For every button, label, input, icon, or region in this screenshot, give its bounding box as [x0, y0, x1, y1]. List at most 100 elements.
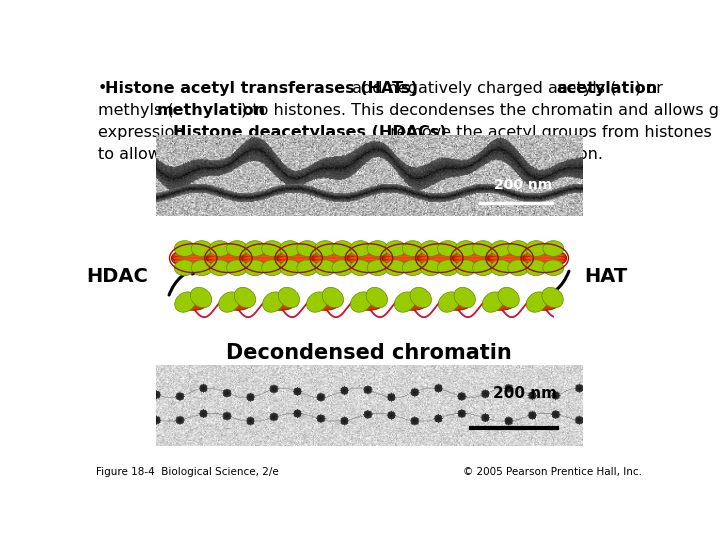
- Ellipse shape: [438, 241, 458, 256]
- Ellipse shape: [279, 241, 300, 256]
- Ellipse shape: [482, 292, 504, 312]
- Ellipse shape: [487, 297, 515, 310]
- Ellipse shape: [508, 260, 528, 275]
- Ellipse shape: [314, 256, 354, 260]
- Ellipse shape: [487, 248, 531, 268]
- Ellipse shape: [171, 248, 215, 268]
- Ellipse shape: [367, 260, 388, 275]
- Ellipse shape: [192, 241, 212, 256]
- Ellipse shape: [443, 297, 471, 310]
- Text: HDAC: HDAC: [86, 267, 148, 286]
- Ellipse shape: [384, 253, 424, 257]
- Ellipse shape: [395, 292, 416, 312]
- Text: methyls (: methyls (: [98, 103, 174, 118]
- Ellipse shape: [242, 248, 285, 268]
- Ellipse shape: [438, 292, 460, 312]
- Ellipse shape: [311, 297, 339, 310]
- Ellipse shape: [525, 259, 564, 263]
- Text: HAT: HAT: [584, 267, 627, 286]
- Ellipse shape: [490, 241, 511, 256]
- Ellipse shape: [332, 260, 353, 275]
- Ellipse shape: [402, 241, 423, 256]
- Ellipse shape: [192, 260, 212, 275]
- Ellipse shape: [315, 260, 336, 275]
- Ellipse shape: [279, 256, 319, 260]
- Ellipse shape: [245, 260, 266, 275]
- Ellipse shape: [367, 241, 388, 256]
- Text: add negatively charged acetyls (: add negatively charged acetyls (: [348, 80, 617, 96]
- Ellipse shape: [366, 287, 387, 308]
- Ellipse shape: [278, 287, 300, 308]
- Ellipse shape: [438, 260, 458, 275]
- Ellipse shape: [332, 241, 353, 256]
- Ellipse shape: [382, 248, 426, 268]
- Ellipse shape: [209, 253, 248, 257]
- Ellipse shape: [243, 253, 284, 257]
- Ellipse shape: [472, 241, 493, 256]
- Ellipse shape: [227, 241, 248, 256]
- Ellipse shape: [223, 297, 251, 310]
- Ellipse shape: [351, 292, 372, 312]
- Ellipse shape: [419, 253, 459, 257]
- Ellipse shape: [384, 256, 424, 260]
- Ellipse shape: [419, 256, 459, 260]
- Ellipse shape: [456, 260, 477, 275]
- Ellipse shape: [207, 248, 251, 268]
- Ellipse shape: [174, 260, 195, 275]
- Text: acetylation: acetylation: [557, 80, 657, 96]
- Text: expression.: expression.: [98, 125, 194, 140]
- Text: ) or: ) or: [635, 80, 662, 96]
- Ellipse shape: [418, 248, 461, 268]
- Text: Histone deacetylases (HDACs): Histone deacetylases (HDACs): [173, 125, 446, 140]
- Text: to allow chromatin condensation and turn off gene expression.: to allow chromatin condensation and turn…: [98, 147, 603, 161]
- Text: Condensed chromatin: Condensed chromatin: [240, 199, 498, 219]
- Text: •: •: [98, 80, 107, 96]
- Ellipse shape: [508, 241, 528, 256]
- Ellipse shape: [454, 287, 475, 308]
- Text: methylation: methylation: [156, 103, 266, 118]
- Ellipse shape: [174, 259, 213, 263]
- Ellipse shape: [525, 256, 564, 260]
- Ellipse shape: [267, 297, 295, 310]
- Ellipse shape: [419, 259, 459, 263]
- Ellipse shape: [498, 287, 519, 308]
- Ellipse shape: [349, 253, 389, 257]
- Ellipse shape: [297, 241, 318, 256]
- Ellipse shape: [349, 256, 389, 260]
- Ellipse shape: [454, 259, 495, 263]
- Ellipse shape: [525, 253, 564, 257]
- Ellipse shape: [322, 287, 343, 308]
- Ellipse shape: [347, 248, 391, 268]
- Ellipse shape: [454, 256, 495, 260]
- Ellipse shape: [490, 259, 529, 263]
- Ellipse shape: [190, 287, 212, 308]
- Ellipse shape: [490, 260, 511, 275]
- Ellipse shape: [542, 287, 563, 308]
- Ellipse shape: [456, 241, 477, 256]
- Ellipse shape: [350, 241, 371, 256]
- Ellipse shape: [420, 241, 441, 256]
- Ellipse shape: [227, 260, 248, 275]
- Ellipse shape: [526, 241, 546, 256]
- Ellipse shape: [174, 253, 213, 257]
- Text: Histone acetyl transferases (HATs): Histone acetyl transferases (HATs): [105, 80, 418, 96]
- Text: Figure 18-4  Biological Science, 2/e: Figure 18-4 Biological Science, 2/e: [96, 467, 279, 477]
- Ellipse shape: [315, 241, 336, 256]
- Ellipse shape: [279, 253, 319, 257]
- Ellipse shape: [263, 292, 284, 312]
- Ellipse shape: [543, 260, 564, 275]
- Ellipse shape: [454, 253, 495, 257]
- Ellipse shape: [209, 259, 248, 263]
- Ellipse shape: [219, 292, 240, 312]
- Ellipse shape: [279, 260, 300, 275]
- Ellipse shape: [399, 297, 427, 310]
- Ellipse shape: [523, 248, 567, 268]
- Ellipse shape: [543, 241, 564, 256]
- Ellipse shape: [234, 287, 256, 308]
- Ellipse shape: [349, 259, 389, 263]
- Ellipse shape: [350, 260, 371, 275]
- Text: ) to histones. This decondenses the chromatin and allows gene: ) to histones. This decondenses the chro…: [241, 103, 720, 118]
- Ellipse shape: [277, 248, 320, 268]
- Ellipse shape: [210, 241, 230, 256]
- Ellipse shape: [174, 256, 213, 260]
